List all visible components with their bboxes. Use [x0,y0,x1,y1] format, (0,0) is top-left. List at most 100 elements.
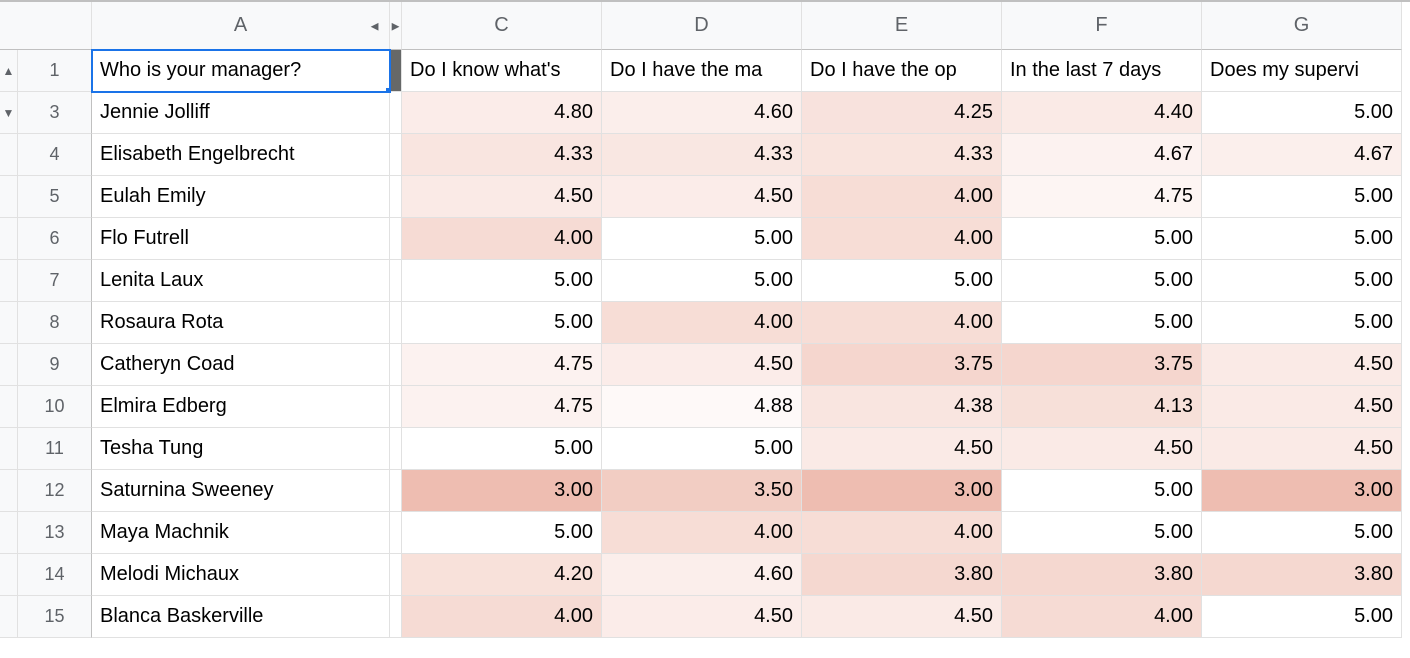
row-group-toggle-collapse[interactable]: ▲ [0,50,18,92]
row-header[interactable]: 10 [18,386,92,428]
value-cell[interactable]: 5.00 [1002,512,1202,554]
value-cell[interactable]: 4.00 [402,596,602,638]
value-cell[interactable]: 5.00 [1002,218,1202,260]
name-cell[interactable]: Lenita Laux [92,260,390,302]
value-cell[interactable]: 4.50 [1202,386,1402,428]
header-cell-E[interactable]: Do I have the op [802,50,1002,92]
value-cell[interactable]: 5.00 [402,428,602,470]
value-cell[interactable]: 3.00 [402,470,602,512]
value-cell[interactable]: 4.88 [602,386,802,428]
value-cell[interactable]: 4.75 [1002,176,1202,218]
name-cell[interactable]: Jennie Jolliff [92,92,390,134]
col-header-A[interactable]: A◄ [92,2,390,50]
value-cell[interactable]: 4.67 [1002,134,1202,176]
group-collapse-left-icon[interactable]: ◄ [368,18,381,33]
value-cell[interactable]: 4.50 [802,428,1002,470]
row-header[interactable]: 6 [18,218,92,260]
value-cell[interactable]: 4.67 [1202,134,1402,176]
value-cell[interactable]: 3.75 [1002,344,1202,386]
name-cell[interactable]: Rosaura Rota [92,302,390,344]
value-cell[interactable]: 4.00 [802,218,1002,260]
value-cell[interactable]: 4.00 [602,302,802,344]
value-cell[interactable]: 4.50 [602,344,802,386]
value-cell[interactable]: 4.80 [402,92,602,134]
value-cell[interactable]: 3.80 [1202,554,1402,596]
value-cell[interactable]: 3.50 [602,470,802,512]
value-cell[interactable]: 5.00 [1202,302,1402,344]
group-expand-right-icon[interactable]: ► [389,18,402,33]
value-cell[interactable]: 5.00 [402,302,602,344]
value-cell[interactable]: 5.00 [402,512,602,554]
header-cell-F[interactable]: In the last 7 days [1002,50,1202,92]
col-header-F[interactable]: F [1002,2,1202,50]
row-header[interactable]: 14 [18,554,92,596]
row-header[interactable]: 7 [18,260,92,302]
value-cell[interactable]: 4.25 [802,92,1002,134]
value-cell[interactable]: 5.00 [1002,302,1202,344]
value-cell[interactable]: 5.00 [602,428,802,470]
value-cell[interactable]: 4.00 [802,176,1002,218]
col-header-C[interactable]: C [402,2,602,50]
value-cell[interactable]: 4.50 [1002,428,1202,470]
row-header[interactable]: 1 [18,50,92,92]
row-header[interactable]: 5 [18,176,92,218]
value-cell[interactable]: 5.00 [1202,260,1402,302]
value-cell[interactable]: 4.50 [1202,428,1402,470]
value-cell[interactable]: 5.00 [1202,218,1402,260]
header-cell-G[interactable]: Does my supervi [1202,50,1402,92]
value-cell[interactable]: 5.00 [602,218,802,260]
value-cell[interactable]: 5.00 [1202,92,1402,134]
name-cell[interactable]: Tesha Tung [92,428,390,470]
value-cell[interactable]: 4.20 [402,554,602,596]
value-cell[interactable]: 4.60 [602,92,802,134]
value-cell[interactable]: 4.50 [602,176,802,218]
value-cell[interactable]: 4.75 [402,386,602,428]
name-cell[interactable]: Melodi Michaux [92,554,390,596]
name-cell[interactable]: Eulah Emily [92,176,390,218]
value-cell[interactable]: 3.75 [802,344,1002,386]
name-cell[interactable]: Flo Futrell [92,218,390,260]
name-cell[interactable]: Elisabeth Engelbrecht [92,134,390,176]
row-header[interactable]: 13 [18,512,92,554]
value-cell[interactable]: 5.00 [802,260,1002,302]
value-cell[interactable]: 5.00 [1202,596,1402,638]
value-cell[interactable]: 4.33 [802,134,1002,176]
value-cell[interactable]: 3.00 [1202,470,1402,512]
row-header[interactable]: 8 [18,302,92,344]
value-cell[interactable]: 4.33 [402,134,602,176]
value-cell[interactable]: 5.00 [602,260,802,302]
value-cell[interactable]: 4.38 [802,386,1002,428]
value-cell[interactable]: 5.00 [1002,470,1202,512]
name-cell[interactable]: Saturnina Sweeney [92,470,390,512]
value-cell[interactable]: 4.75 [402,344,602,386]
value-cell[interactable]: 3.80 [1002,554,1202,596]
value-cell[interactable]: 5.00 [1002,260,1202,302]
value-cell[interactable]: 5.00 [1202,512,1402,554]
header-cell-C[interactable]: Do I know what's [402,50,602,92]
value-cell[interactable]: 4.50 [1202,344,1402,386]
cell-A1[interactable]: Who is your manager? [92,50,390,92]
value-cell[interactable]: 4.00 [802,512,1002,554]
col-header-E[interactable]: E [802,2,1002,50]
value-cell[interactable]: 4.60 [602,554,802,596]
value-cell[interactable]: 3.00 [802,470,1002,512]
name-cell[interactable]: Maya Machnik [92,512,390,554]
value-cell[interactable]: 4.00 [402,218,602,260]
value-cell[interactable]: 4.40 [1002,92,1202,134]
col-header-G[interactable]: G [1202,2,1402,50]
row-group-gutter[interactable]: ▼ [0,92,18,134]
value-cell[interactable]: 5.00 [402,260,602,302]
value-cell[interactable]: 4.00 [802,302,1002,344]
value-cell[interactable]: 4.50 [402,176,602,218]
name-cell[interactable]: Blanca Baskerville [92,596,390,638]
row-header[interactable]: 12 [18,470,92,512]
col-header-D[interactable]: D [602,2,802,50]
row-header[interactable]: 9 [18,344,92,386]
value-cell[interactable]: 4.50 [602,596,802,638]
row-header[interactable]: 11 [18,428,92,470]
value-cell[interactable]: 4.33 [602,134,802,176]
value-cell[interactable]: 5.00 [1202,176,1402,218]
row-header[interactable]: 3 [18,92,92,134]
row-header[interactable]: 15 [18,596,92,638]
value-cell[interactable]: 3.80 [802,554,1002,596]
